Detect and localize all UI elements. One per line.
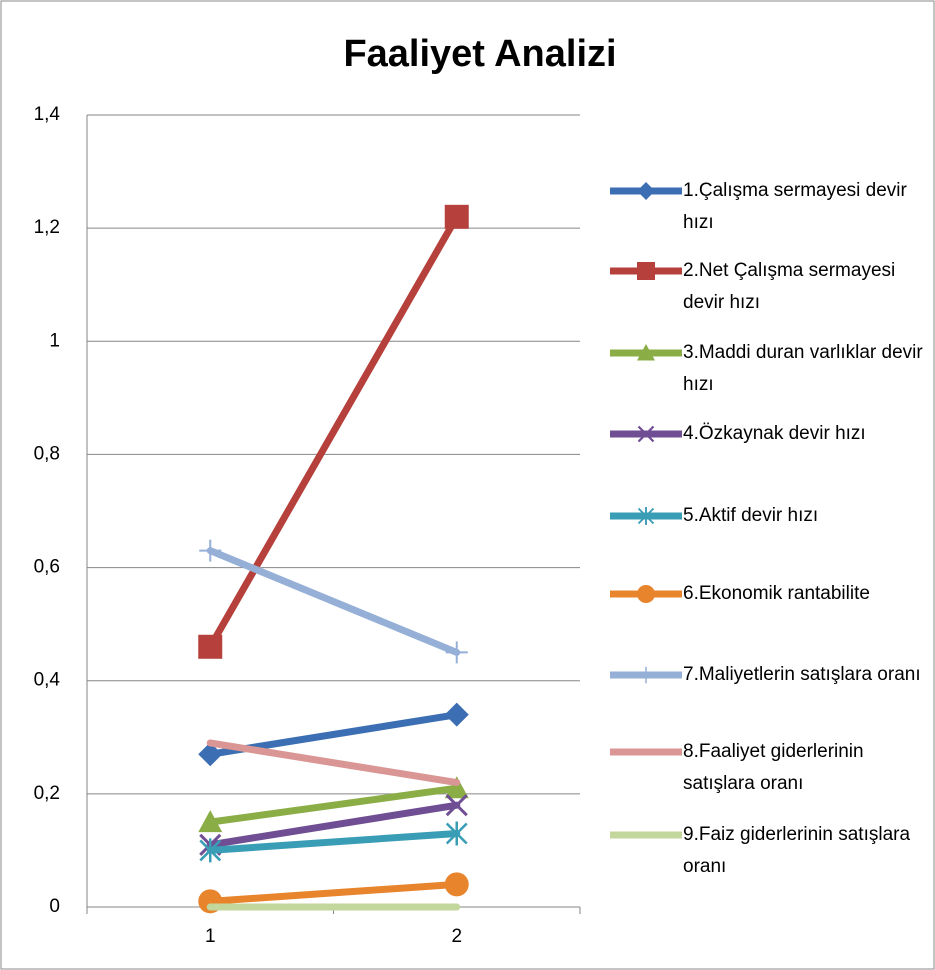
y-tick-label: 0 <box>49 896 60 917</box>
legend-swatch-marker <box>637 666 655 684</box>
legend-swatch-marker <box>637 262 655 280</box>
series-line <box>206 547 461 656</box>
series-line <box>206 829 461 854</box>
legend-label: 2.Net Çalışma sermayesi devir hızı <box>683 260 896 313</box>
y-tick-label: 1,2 <box>34 217 60 238</box>
legend-label: 4.Özkaynak devir hızı <box>683 423 866 444</box>
x-tick-label: 1 <box>205 926 216 947</box>
y-tick-label: 1,4 <box>34 104 61 125</box>
legend-label: 3.Maddi duran varlıklar devir hızı <box>683 342 923 395</box>
y-tick-label: 0,2 <box>34 783 60 804</box>
x-tick-label: 2 <box>451 926 462 947</box>
legend-label: 8.Faaliyet giderlerinin satışlara oranı <box>683 741 864 794</box>
legend-label: 7.Maliyetlerin satışlara oranı <box>683 664 921 685</box>
legend-swatch-marker <box>637 425 655 443</box>
legend-label: 9.Faiz giderlerinin satışlara oranı <box>683 824 911 877</box>
data-point <box>444 872 469 897</box>
y-tick-label: 0,4 <box>34 670 61 691</box>
data-point <box>444 702 469 727</box>
series-line <box>206 880 461 905</box>
data-point <box>445 821 468 846</box>
data-point <box>444 776 469 799</box>
legend-swatch-marker <box>637 585 655 603</box>
series-line <box>206 213 461 651</box>
data-point <box>199 539 222 562</box>
legend-swatch-marker <box>637 182 655 200</box>
data-point <box>198 810 223 833</box>
y-tick-label: 0,6 <box>34 557 60 578</box>
series-line <box>206 739 461 787</box>
legend-label: 6.Ekonomik rantabilite <box>683 583 870 604</box>
chart-title: Faaliyet Analizi <box>343 33 616 75</box>
y-tick-label: 0,8 <box>34 443 60 464</box>
series-line <box>206 801 461 849</box>
series-line <box>206 784 461 826</box>
legend-label: 5.Aktif devir hızı <box>683 505 819 526</box>
data-point <box>198 742 223 767</box>
legend-label: 1.Çalışma sermayesi devir hızı <box>683 180 907 233</box>
data-point <box>198 634 223 659</box>
data-point <box>444 204 469 229</box>
legend-swatch-marker <box>637 344 655 361</box>
data-point <box>199 838 222 863</box>
y-tick-label: 1 <box>49 330 60 351</box>
legend-swatch-marker <box>637 507 655 525</box>
data-point <box>445 641 468 664</box>
data-point <box>445 794 468 817</box>
